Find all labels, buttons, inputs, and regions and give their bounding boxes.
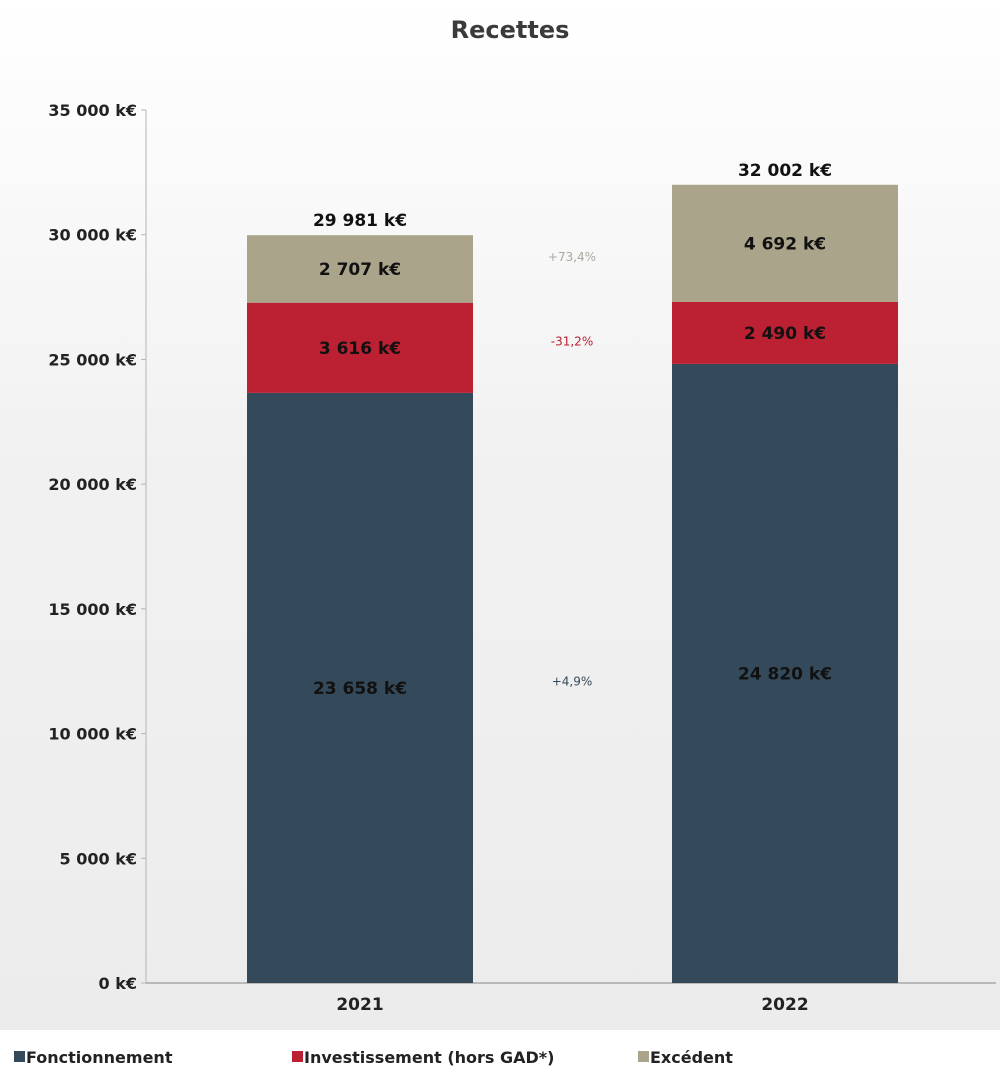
segment-value-label: 23 658 k€ — [313, 679, 407, 699]
y-tick-label: 15 000 k€ — [48, 600, 137, 619]
bar-segment-excédent-2021 — [247, 235, 473, 303]
bar-segment-investissement-2022 — [672, 301, 898, 364]
segment-value-label: 2 707 k€ — [319, 260, 401, 280]
bar-segment-investissement-2021 — [247, 302, 473, 393]
y-tick-label: 35 000 k€ — [48, 101, 137, 120]
y-tick-label: 10 000 k€ — [48, 725, 137, 744]
legend-item-label: Excédent — [650, 1048, 733, 1067]
bar-segment-fonctionnement-2021 — [247, 392, 473, 984]
change-percent-label: -31,2% — [551, 334, 593, 348]
y-tick-label: 30 000 k€ — [48, 226, 137, 245]
y-tick-label: 5 000 k€ — [60, 849, 137, 868]
x-tick-label: 2021 — [336, 995, 383, 1015]
y-tick-label: 20 000 k€ — [48, 475, 137, 494]
change-percent-label: +73,4% — [548, 250, 596, 264]
legend-swatch — [292, 1051, 303, 1062]
total-value-label: 29 981 k€ — [313, 211, 407, 231]
legend-swatch — [638, 1051, 649, 1062]
legend-item-label: Investissement (hors GAD*) — [304, 1048, 554, 1067]
total-value-label: 32 002 k€ — [738, 161, 832, 181]
chart-title: Recettes — [451, 16, 570, 44]
segment-value-label: 2 490 k€ — [744, 324, 826, 344]
bar-segment-excédent-2022 — [672, 184, 898, 302]
change-percent-label: +4,9% — [552, 675, 593, 689]
y-tick-label: 25 000 k€ — [48, 350, 137, 369]
y-tick-label: 0 k€ — [99, 974, 137, 993]
legend-item-label: Fonctionnement — [26, 1048, 173, 1067]
segment-value-label: 24 820 k€ — [738, 664, 832, 684]
segment-value-label: 4 692 k€ — [744, 234, 826, 254]
segment-value-label: 3 616 k€ — [319, 339, 401, 359]
bar-segment-fonctionnement-2022 — [672, 363, 898, 983]
x-tick-label: 2022 — [761, 995, 808, 1015]
legend-swatch — [14, 1051, 25, 1062]
